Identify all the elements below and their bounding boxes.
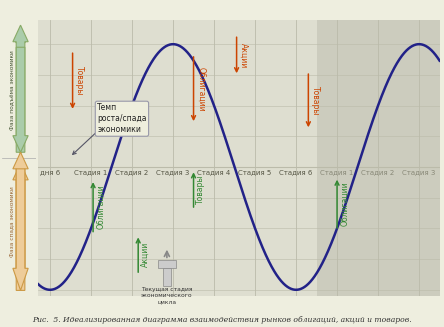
Text: Стадия 2: Стадия 2 <box>361 169 395 176</box>
FancyBboxPatch shape <box>163 268 171 286</box>
Text: Стадия 3: Стадия 3 <box>156 169 190 176</box>
Text: Стадия 1: Стадия 1 <box>321 169 354 176</box>
Polygon shape <box>13 152 28 268</box>
Text: дня 6: дня 6 <box>40 169 60 176</box>
Text: Акции: Акции <box>239 43 249 68</box>
Text: Рис.  5. Идеализированная диаграмма взаимодействия рынков облигаций, акций и тов: Рис. 5. Идеализированная диаграмма взаим… <box>32 316 412 324</box>
Text: Стадия 3: Стадия 3 <box>402 169 436 176</box>
Text: Стадия 6: Стадия 6 <box>279 169 313 176</box>
Text: Фаза подъёма экономики: Фаза подъёма экономики <box>10 50 15 130</box>
Text: Темп
роста/спада
экономики: Темп роста/спада экономики <box>97 103 147 134</box>
FancyBboxPatch shape <box>158 260 176 268</box>
Polygon shape <box>13 47 28 152</box>
Text: Текущая стадия
экономического
цикла: Текущая стадия экономического цикла <box>141 287 193 304</box>
Text: Облигации: Облигации <box>196 67 206 111</box>
Text: Стадия 1: Стадия 1 <box>74 169 108 176</box>
Text: Стадия 5: Стадия 5 <box>238 169 272 176</box>
Bar <box>317 20 440 296</box>
Text: Облигации: Облигации <box>96 184 105 229</box>
Text: Товары: Товары <box>311 86 320 115</box>
Text: Товары: Товары <box>75 66 84 96</box>
Text: Товары: Товары <box>196 175 206 204</box>
Polygon shape <box>13 25 28 152</box>
Text: Стадия 4: Стадия 4 <box>198 169 231 176</box>
Text: Облигации: Облигации <box>340 181 349 226</box>
Text: Фаза спада экономики: Фаза спада экономики <box>10 186 15 257</box>
Text: Акции: Акции <box>141 242 150 267</box>
Text: Стадия 2: Стадия 2 <box>115 169 149 176</box>
Polygon shape <box>13 169 28 290</box>
Polygon shape <box>13 163 28 290</box>
